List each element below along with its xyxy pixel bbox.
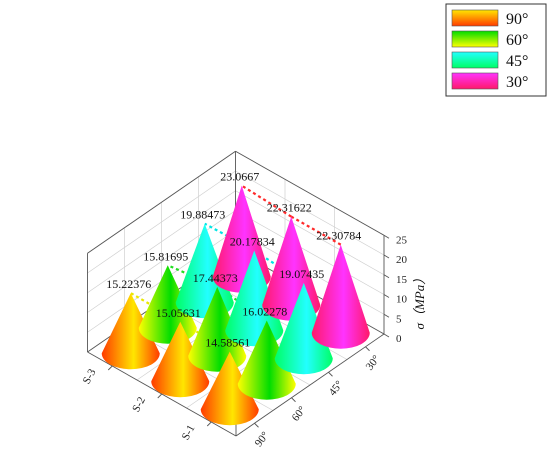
cone-90°-S-2 [151, 321, 210, 398]
data-label: 15.81695 [143, 249, 188, 263]
legend-swatch [451, 9, 499, 27]
angle-tick-label: 30° [364, 353, 383, 373]
cone-layer [101, 185, 370, 426]
z-tick-label: 5 [396, 313, 402, 325]
s-tick-label: S-2 [130, 395, 148, 414]
angle-tick [328, 371, 333, 377]
data-label: 19.88473 [180, 208, 225, 222]
z-tick [383, 234, 390, 239]
data-label: 20.17834 [230, 235, 275, 249]
z-tick [383, 333, 390, 338]
cone-30°-S-1 [311, 244, 370, 349]
angle-tick-label: 45° [327, 379, 346, 399]
angle-tick-label: 60° [290, 404, 309, 424]
data-label: 15.05631 [156, 306, 201, 320]
z-tick-label: 20 [396, 254, 408, 266]
data-label: 15.22376 [106, 277, 151, 291]
s-tick [206, 421, 212, 427]
data-label: 19.07435 [279, 267, 324, 281]
guide-line-30° [241, 184, 292, 218]
s-tick [157, 393, 163, 399]
s-tick-label: S-1 [180, 423, 198, 442]
cone-60°-S-1 [237, 320, 296, 400]
z-tick [383, 274, 390, 279]
legend: 90° 60° 45° 30° [445, 3, 547, 97]
legend-swatch [451, 72, 499, 90]
grid-line-right-wall [235, 210, 385, 295]
grid-line-right-wall [235, 190, 385, 276]
s-tick [107, 365, 113, 371]
s-tick-label: S-3 [81, 367, 99, 387]
legend-label: 30° [506, 74, 528, 91]
data-label: 16.02278 [242, 304, 287, 318]
cone-45°-S-1 [274, 282, 333, 375]
axis-edge [235, 333, 385, 437]
z-tick-label: 10 [396, 294, 408, 306]
z-tick-label: 15 [396, 274, 408, 286]
angle-tick [365, 346, 370, 352]
angle-tick [254, 422, 259, 428]
axis-edge [235, 150, 385, 236]
cone-90°-S-1 [200, 351, 259, 426]
legend-swatch [451, 30, 499, 48]
z-tick [383, 294, 390, 298]
cone-60°-S-3 [138, 265, 197, 344]
data-label: 22.30784 [316, 229, 361, 243]
data-label: 22.31622 [267, 201, 312, 215]
data-label: 17.44373 [193, 271, 238, 285]
label-layer: 14.58561 15.05631 15.22376 16.02278 17.44373… [106, 170, 361, 350]
data-label: 14.58561 [205, 336, 250, 350]
cone-60°-S-2 [188, 286, 247, 372]
grid-line-right-wall [235, 170, 385, 256]
angle-tick-label: 90° [253, 430, 272, 450]
z-tick [383, 254, 390, 259]
legend-label: 45° [506, 53, 528, 70]
cone-45°-S-2 [225, 250, 284, 347]
legend-label: 60° [506, 32, 528, 49]
cone-90°-S-3 [101, 293, 160, 370]
data-label: 23.0667 [220, 170, 259, 184]
angle-tick [291, 397, 296, 403]
z-axis-title: σ（MPa） [412, 272, 427, 330]
z-tick-label: 0 [396, 333, 402, 345]
legend-label: 90° [506, 11, 528, 28]
axis-edge [87, 150, 236, 254]
z-tick-label: 25 [396, 234, 408, 246]
legend-swatch [451, 51, 499, 69]
z-tick [383, 313, 390, 318]
